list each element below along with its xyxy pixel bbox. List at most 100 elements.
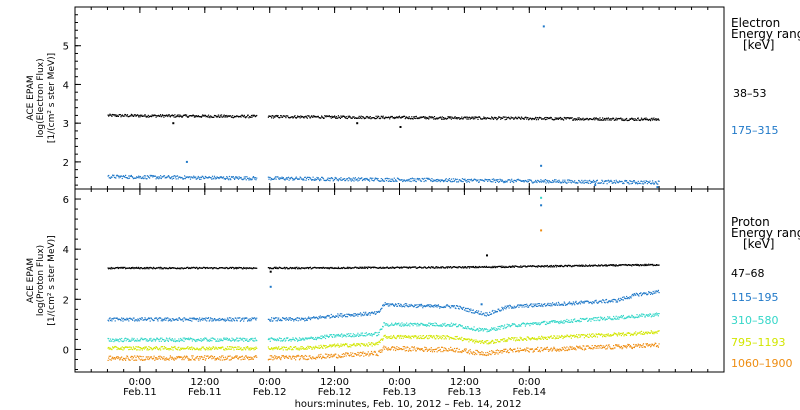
data-point	[224, 115, 227, 117]
data-point	[400, 325, 402, 327]
data-point	[137, 177, 139, 179]
data-point	[381, 307, 383, 309]
data-point	[234, 178, 236, 180]
data-point	[557, 301, 560, 303]
data-point	[288, 117, 290, 119]
data-point	[456, 325, 458, 328]
data-point	[498, 265, 500, 268]
data-point	[278, 178, 280, 180]
data-point	[332, 267, 334, 269]
data-point	[239, 116, 241, 118]
data-point	[565, 181, 567, 183]
data-point	[343, 343, 345, 345]
data-point	[459, 118, 461, 120]
data-point	[330, 267, 332, 269]
data-point	[131, 337, 133, 339]
data-point	[423, 266, 425, 268]
data-point	[376, 335, 378, 337]
data-point	[107, 267, 109, 269]
data-point	[594, 300, 596, 302]
data-point	[504, 307, 506, 309]
data-point	[139, 268, 141, 270]
data-point	[133, 347, 135, 349]
data-point	[596, 317, 598, 319]
data-point	[344, 267, 346, 270]
data-point	[393, 324, 395, 326]
data-point	[139, 114, 142, 116]
data-point	[470, 117, 473, 119]
data-point	[632, 293, 634, 295]
data-point	[293, 116, 295, 118]
data-point	[584, 265, 586, 267]
data-point	[110, 266, 112, 269]
data-point	[414, 266, 416, 268]
data-point	[276, 348, 278, 350]
data-point	[371, 311, 373, 313]
data-point	[467, 307, 469, 310]
data-point	[438, 117, 440, 119]
data-point	[496, 118, 498, 120]
data-point	[455, 266, 457, 268]
data-point	[573, 334, 575, 336]
data-point	[295, 268, 297, 270]
data-point	[252, 340, 254, 342]
data-point	[533, 118, 535, 120]
data-point	[581, 119, 583, 121]
data-point	[186, 318, 188, 320]
data-point	[367, 345, 369, 347]
data-point	[433, 118, 435, 120]
data-point	[641, 293, 643, 296]
data-point	[404, 303, 406, 305]
data-point	[385, 323, 387, 325]
data-point	[639, 292, 641, 295]
data-point	[356, 117, 358, 119]
data-point	[386, 266, 388, 268]
data-point	[206, 266, 208, 269]
data-point	[346, 333, 349, 335]
data-point	[520, 304, 523, 306]
data-point	[191, 349, 193, 351]
data-point	[276, 338, 278, 340]
data-point	[642, 183, 645, 185]
data-point	[386, 177, 388, 179]
data-point	[147, 267, 149, 269]
data-point	[130, 347, 132, 349]
data-point	[429, 334, 431, 337]
data-point	[329, 180, 331, 182]
data-point	[373, 266, 375, 268]
data-point	[296, 338, 298, 340]
data-point	[314, 338, 316, 340]
data-point	[480, 266, 482, 268]
data-point	[433, 267, 435, 269]
data-point	[551, 181, 553, 184]
data-point	[178, 268, 180, 270]
data-point	[550, 303, 552, 305]
data-point	[133, 317, 135, 319]
data-point	[396, 116, 398, 118]
data-point	[169, 177, 171, 180]
data-point	[200, 338, 202, 340]
data-point	[636, 293, 638, 295]
data-point	[367, 345, 369, 347]
data-point	[624, 317, 626, 320]
data-point	[631, 264, 633, 266]
data-point	[539, 303, 541, 305]
data-point	[115, 115, 118, 117]
data-point	[255, 115, 257, 117]
data-point	[491, 327, 493, 329]
data-point	[595, 181, 597, 183]
data-point	[192, 177, 194, 179]
data-point	[506, 305, 508, 307]
data-point	[184, 175, 186, 177]
data-point	[589, 301, 591, 304]
data-point	[248, 116, 251, 118]
data-point	[312, 116, 314, 118]
data-point	[540, 338, 542, 340]
data-point	[541, 335, 543, 337]
data-point	[500, 310, 502, 312]
data-point	[267, 116, 269, 118]
data-point	[354, 344, 356, 346]
data-point	[579, 317, 582, 320]
data-point	[352, 343, 354, 346]
data-point	[372, 312, 374, 314]
